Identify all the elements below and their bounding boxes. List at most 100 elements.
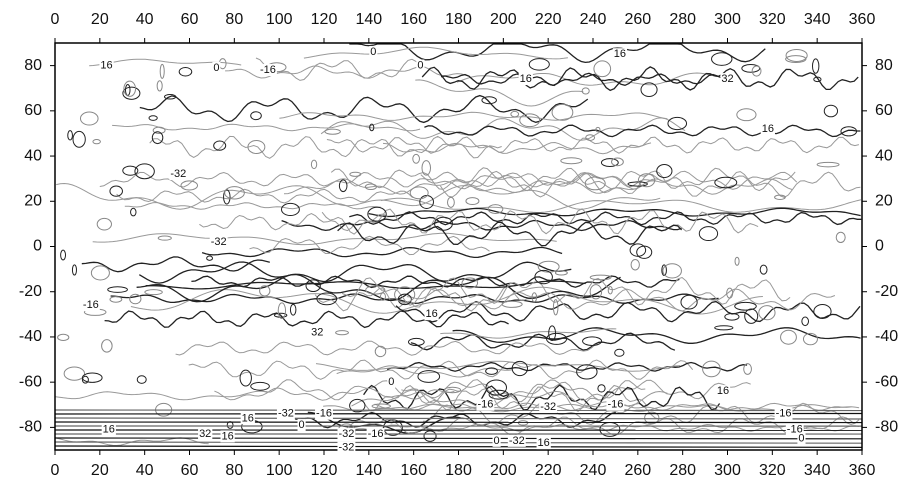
contour-ring [413,154,420,163]
contour-ring [824,105,837,117]
y-tick-label-left: 60 [24,102,42,119]
contour-label: 16 [103,424,115,436]
x-tick-label-top: 80 [225,11,243,28]
y-tick-label-right: -40 [875,328,898,345]
contour-ring [110,186,123,196]
contour-label: 16 [242,412,254,424]
contour-ring [744,364,752,375]
contour-label: 32 [311,326,323,338]
contour-ring [157,81,162,91]
contour-label: -16 [83,299,99,311]
contour-ring [311,160,316,168]
contour-ring [529,59,549,70]
contour-ring [608,286,612,294]
x-tick-label-bottom: 200 [490,462,517,479]
contour-label: -16 [776,408,792,420]
contour-ring [630,244,646,256]
contour-label: 0 [388,376,394,388]
contour-ring [760,265,767,274]
contour-line [279,112,667,120]
contour-ring [817,162,839,166]
y-tick-label-right: -60 [875,373,898,390]
contour-band [55,410,862,411]
contour-line [422,67,858,91]
contour-ring [615,349,624,356]
contour-band [55,442,862,443]
contour-ring [812,59,818,73]
x-tick-label-top: 0 [51,11,60,28]
contour-label: 16 [425,308,437,320]
contour-layer [55,44,862,447]
contour-line [256,58,420,80]
contour-line [415,80,583,106]
contour-label: -32 [278,408,294,420]
x-tick-label-bottom: 220 [535,462,562,479]
x-tick-label-bottom: 20 [91,462,109,479]
x-tick-label-bottom: 360 [849,462,876,479]
contour-ring [703,361,721,377]
contour-ring [781,330,797,344]
x-tick-label-bottom: 40 [136,462,154,479]
x-tick-label-top: 240 [580,11,607,28]
contour-label: 32 [721,73,733,85]
x-tick-label-bottom: 320 [759,462,786,479]
contour-ring [422,161,431,176]
y-tick-label-right: 60 [875,102,893,119]
contour-ring [68,131,73,140]
contour-line [441,73,729,85]
contour-label: 32 [199,428,211,440]
contour-label: -16 [477,399,493,411]
contour-ring [375,346,385,356]
x-tick-label-top: 40 [136,11,154,28]
contour-ring [410,187,428,199]
contour-ring [160,64,164,78]
contour-ring [424,431,436,442]
y-tick-label-right: 80 [875,57,893,74]
contour-ring [836,232,845,242]
x-tick-label-bottom: 180 [445,462,472,479]
x-tick-label-top: 160 [400,11,427,28]
contour-ring [594,61,611,77]
contour-ring [735,257,739,265]
x-tick-label-top: 360 [849,11,876,28]
x-tick-label-top: 140 [355,11,382,28]
contour-line [202,247,562,257]
contour-label: 16 [614,48,626,60]
contour-label: 16 [717,385,729,397]
x-tick-label-top: 260 [624,11,651,28]
y-tick-label-left: -40 [19,328,42,345]
contour-ring [93,140,101,144]
contour-label: 16 [100,60,112,72]
contour-ring [325,129,340,134]
contour-ring [137,376,146,384]
contour-ring [58,334,69,340]
contour-ring [125,85,130,96]
contour-band [55,446,862,447]
x-tick-label-top: 60 [181,11,199,28]
contour-ring [251,382,270,390]
x-tick-label-bottom: 100 [266,462,293,479]
contour-ring [110,297,122,303]
x-tick-label-top: 340 [804,11,831,28]
contour-label: 16 [520,73,532,85]
contour-line [407,289,835,311]
contour-ring [145,290,162,295]
contour-ring [448,197,455,207]
contour-ring [123,166,138,175]
contour-ring [82,373,102,382]
y-tick-label-left: -60 [19,373,42,390]
contour-line [349,212,861,225]
contour-ring [181,181,198,190]
contour-ring [488,205,503,214]
contour-line [82,257,270,272]
x-tick-label-bottom: 80 [225,462,243,479]
contour-ring [281,203,299,215]
contour-ring [179,68,192,77]
contour-label: 16 [221,430,233,442]
page: 0020204040606080801001001201201401401601… [0,0,908,483]
contour-line [150,136,502,158]
contour-ring [631,260,639,270]
contour-line [411,333,675,350]
contour-label: 0 [494,435,500,447]
contour-ring [91,266,109,280]
